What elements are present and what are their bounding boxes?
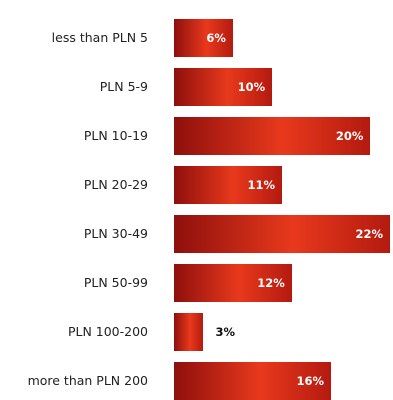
- value-label: 12%: [257, 276, 285, 290]
- category-label: PLN 100-200: [67, 324, 148, 339]
- value-label: 3%: [215, 325, 235, 339]
- value-label: 16%: [296, 374, 325, 388]
- category-label: more than PLN 200: [27, 373, 148, 388]
- category-label: PLN 5-9: [99, 79, 148, 94]
- value-label: 22%: [355, 227, 383, 241]
- bar: [174, 215, 390, 253]
- bar: [174, 117, 371, 155]
- category-label: PLN 30-49: [83, 226, 148, 241]
- bar: [174, 68, 273, 106]
- bar: [174, 264, 292, 302]
- category-label: PLN 20-29: [83, 177, 148, 192]
- value-label: 6%: [206, 31, 226, 45]
- category-label: less than PLN 5: [51, 30, 148, 45]
- value-label: 20%: [335, 129, 364, 143]
- bar: [174, 166, 282, 204]
- category-label: PLN 10-19: [83, 128, 148, 143]
- bar: [174, 313, 204, 351]
- value-label: 10%: [237, 80, 266, 94]
- bar: [174, 19, 233, 57]
- category-label: PLN 50-99: [83, 275, 148, 290]
- value-label: 11%: [247, 178, 275, 192]
